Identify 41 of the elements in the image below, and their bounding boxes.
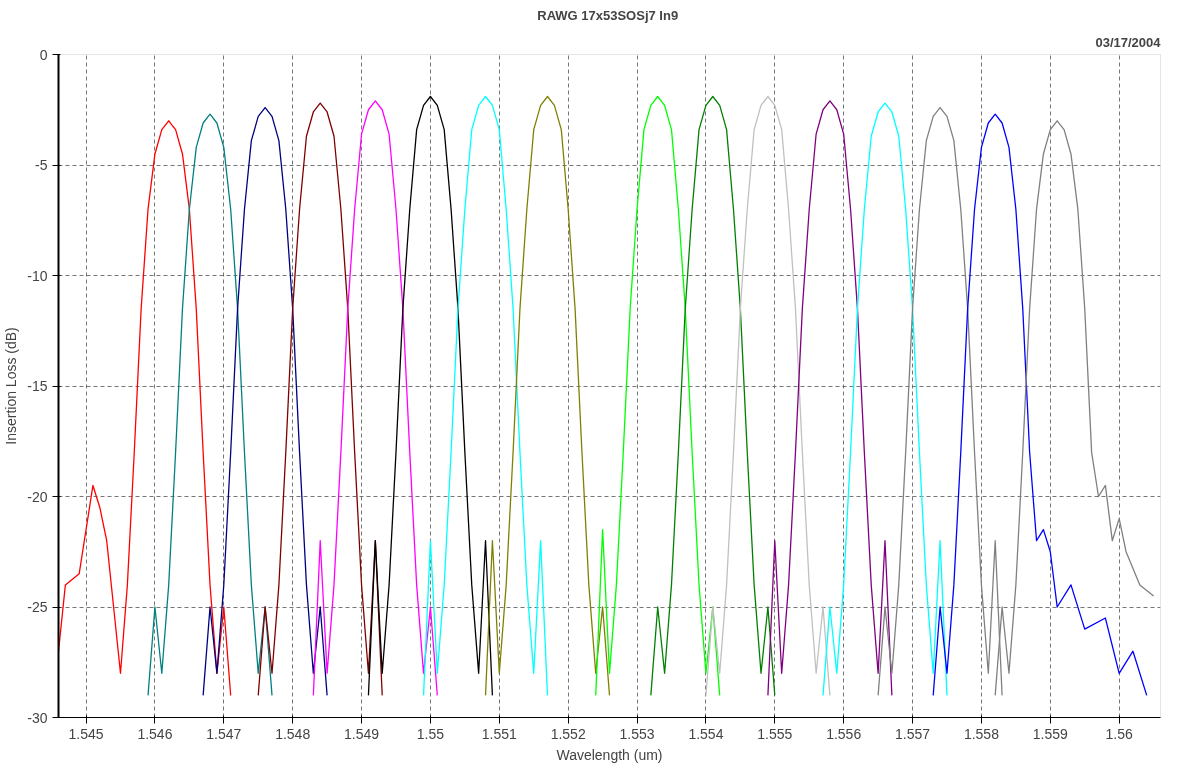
line-series: [705, 95, 831, 697]
line-series: [58, 120, 232, 697]
y-tick-label: -5: [35, 157, 48, 173]
x-tick-label: 1.549: [344, 725, 380, 742]
y-tick-label: -25: [27, 599, 48, 615]
line-series: [367, 95, 494, 697]
x-tick-label: 1.551: [481, 725, 518, 742]
x-axis-title: Wavelength (um): [556, 746, 663, 763]
line-series: [147, 113, 273, 697]
x-tick-label: 1.548: [275, 725, 311, 742]
line-series: [595, 95, 721, 697]
line-series: [312, 100, 438, 697]
y-tick-label: -20: [27, 488, 48, 505]
x-tick-label: 1.556: [826, 725, 862, 742]
x-tick-label: 1.558: [963, 725, 1000, 742]
chart-title: RAWG 17x53SOSj7 In9: [537, 7, 679, 23]
x-tick-label: 1.55: [416, 725, 445, 742]
y-axis-title: Insertion Loss (dB): [3, 327, 20, 445]
line-series: [202, 106, 328, 697]
x-tick-label: 1.56: [1105, 725, 1134, 742]
x-tick-label: 1.552: [550, 725, 586, 742]
x-tick-label: 1.545: [68, 725, 104, 742]
x-tick-label: 1.546: [137, 725, 173, 742]
line-series: [484, 95, 611, 697]
line-series: [422, 95, 549, 697]
y-tick-label: -30: [27, 709, 48, 726]
x-tick-label: 1.559: [1032, 725, 1069, 742]
y-tick-label: -15: [27, 378, 48, 394]
line-series: [767, 100, 893, 697]
y-tick-label: -10: [27, 267, 48, 284]
line-series: [650, 95, 776, 697]
x-tick-label: 1.557: [895, 725, 931, 742]
x-tick-label: 1.555: [757, 725, 793, 742]
line-series: [257, 102, 383, 697]
line-series: [822, 102, 948, 697]
x-tick-label: 1.547: [206, 725, 242, 742]
line-series: [932, 113, 1148, 697]
x-tick-label: 1.553: [619, 725, 655, 742]
y-tick-label: 0: [39, 46, 48, 63]
x-tick-label: 1.554: [688, 725, 724, 742]
text: 03/17/2004: [1095, 34, 1162, 50]
